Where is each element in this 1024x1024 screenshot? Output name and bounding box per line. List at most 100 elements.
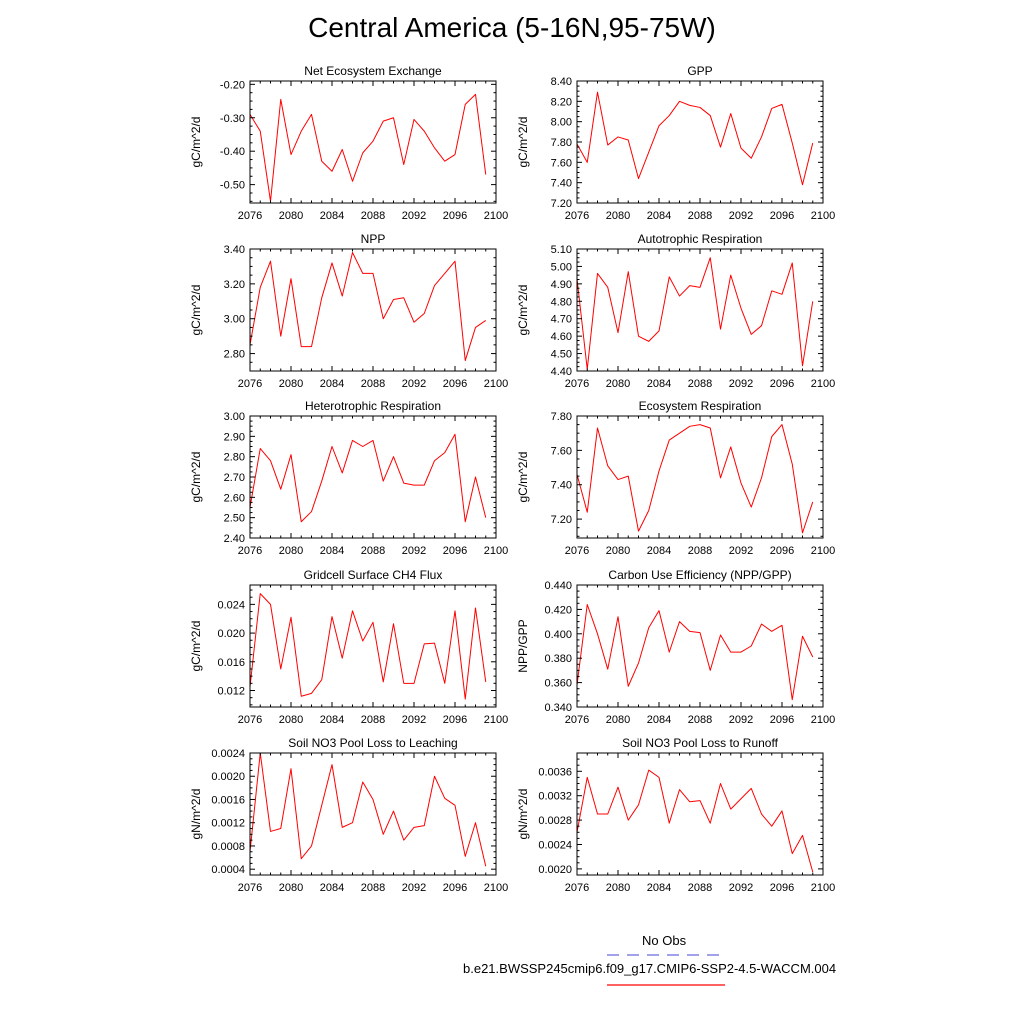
- x-tick-label: 2100: [811, 210, 835, 222]
- y-axis-label: gC/m^2/d: [189, 285, 203, 336]
- y-tick-label: 3.00: [224, 411, 245, 423]
- x-tick-label: 2100: [811, 545, 835, 557]
- x-tick-label: 2076: [565, 882, 589, 894]
- plot-frame: [576, 80, 824, 204]
- x-tick-label: 2076: [565, 714, 589, 726]
- y-tick-label: 0.0012: [211, 818, 245, 830]
- data-series-line: [576, 257, 814, 370]
- x-tick-label: 2088: [688, 882, 712, 894]
- y-tick-label: 3.00: [224, 314, 245, 326]
- x-tick-label: 2092: [402, 714, 426, 726]
- page-title: Central America (5-16N,95-75W): [308, 12, 716, 43]
- y-axis-label: gC/m^2/d: [189, 621, 203, 672]
- y-axis-label: gC/m^2/d: [189, 117, 203, 168]
- y-tick-label: 2.80: [224, 452, 245, 464]
- y-tick-label: 0.400: [544, 629, 572, 641]
- x-tick-label: 2100: [811, 882, 835, 894]
- x-tick-label: 2080: [279, 882, 303, 894]
- chart-title: Autotrophic Respiration: [638, 232, 763, 246]
- chart-panel: Soil NO3 Pool Loss to Runoff gN/m^2/d 2076…: [516, 736, 835, 894]
- y-tick-label: 0.0024: [538, 840, 572, 852]
- x-tick-label: 2084: [320, 714, 344, 726]
- y-axis-label: gN/m^2/d: [516, 789, 530, 840]
- y-axis-label: gC/m^2/d: [189, 452, 203, 503]
- x-tick-label: 2076: [238, 714, 262, 726]
- y-tick-label: 2.50: [224, 513, 245, 525]
- x-tick-label: 2100: [484, 210, 508, 222]
- x-tick-label: 2100: [811, 714, 835, 726]
- y-tick-label: 2.70: [224, 472, 245, 484]
- chart-panel: Carbon Use Efficiency (NPP/GPP) NPP/GPP 20…: [516, 568, 835, 726]
- x-tick-label: 2092: [729, 714, 753, 726]
- x-tick-label: 2096: [770, 882, 794, 894]
- y-tick-label: 0.360: [544, 678, 572, 690]
- chart-panel: Autotrophic Respiration gC/m^2/d 2076 2080 2…: [516, 232, 835, 390]
- y-tick-label: 0.420: [544, 604, 572, 616]
- y-tick-label: 7.80: [551, 411, 572, 423]
- chart-title: Heterotrophic Respiration: [305, 399, 441, 413]
- data-series-line: [576, 604, 814, 701]
- chart-panel: Soil NO3 Pool Loss to Leaching gN/m^2/d 20…: [189, 736, 508, 894]
- x-tick-label: 2080: [279, 378, 303, 390]
- x-tick-label: 2096: [770, 714, 794, 726]
- chart-panel: Gridcell Surface CH4 Flux gC/m^2/d 2076 208…: [189, 568, 508, 726]
- y-tick-label: 7.60: [551, 157, 572, 169]
- legend-swatches: [607, 954, 727, 986]
- y-tick-label: 0.024: [217, 599, 245, 611]
- y-tick-label: 4.40: [551, 366, 572, 378]
- x-tick-label: 2076: [238, 378, 262, 390]
- y-tick-label: 0.0004: [211, 864, 245, 876]
- x-tick-label: 2092: [729, 882, 753, 894]
- x-tick-label: 2084: [320, 378, 344, 390]
- x-tick-label: 2092: [402, 210, 426, 222]
- x-tick-label: 2080: [606, 882, 630, 894]
- data-series-line: [249, 251, 487, 362]
- chart-panel: Ecosystem Respiration gC/m^2/d 2076 2080 208…: [516, 399, 835, 557]
- y-tick-label: 5.00: [551, 261, 572, 273]
- y-axis-label: NPP/GPP: [516, 619, 530, 672]
- y-tick-label: 0.020: [217, 628, 245, 640]
- y-tick-label: 7.60: [551, 445, 572, 457]
- y-tick-label: 4.90: [551, 279, 572, 291]
- x-tick-label: 2084: [320, 210, 344, 222]
- x-tick-label: 2096: [770, 210, 794, 222]
- y-tick-label: -0.20: [220, 79, 245, 91]
- chart-panel: Heterotrophic Respiration gC/m^2/d 2076 208…: [189, 399, 508, 557]
- x-tick-label: 2076: [238, 210, 262, 222]
- chart-title: Gridcell Surface CH4 Flux: [304, 568, 443, 582]
- y-tick-label: 7.80: [551, 137, 572, 149]
- chart-title: Ecosystem Respiration: [639, 399, 762, 413]
- x-tick-label: 2088: [361, 714, 385, 726]
- x-tick-label: 2092: [402, 545, 426, 557]
- y-tick-label: 7.20: [551, 198, 572, 210]
- x-tick-label: 2080: [279, 714, 303, 726]
- chart-title: GPP: [687, 64, 712, 78]
- x-tick-label: 2092: [729, 210, 753, 222]
- x-tick-label: 2080: [606, 545, 630, 557]
- y-tick-label: 8.40: [551, 76, 572, 88]
- y-tick-label: 3.40: [224, 244, 245, 256]
- x-tick-label: 2084: [647, 714, 671, 726]
- y-tick-label: 0.340: [544, 702, 572, 714]
- x-tick-label: 2096: [770, 545, 794, 557]
- x-tick-label: 2092: [402, 882, 426, 894]
- data-series-line: [249, 593, 487, 700]
- x-tick-label: 2100: [484, 882, 508, 894]
- y-axis-label: gC/m^2/d: [516, 117, 530, 168]
- x-tick-label: 2080: [606, 714, 630, 726]
- plot-frame: [249, 752, 497, 876]
- y-tick-label: 0.380: [544, 653, 572, 665]
- chart-title: Carbon Use Efficiency (NPP/GPP): [608, 568, 791, 582]
- chart-title: Soil NO3 Pool Loss to Runoff: [622, 736, 779, 750]
- x-tick-label: 2100: [484, 378, 508, 390]
- y-tick-label: 4.60: [551, 331, 572, 343]
- x-tick-label: 2096: [443, 882, 467, 894]
- y-tick-label: 0.0020: [211, 771, 245, 783]
- x-tick-label: 2100: [811, 378, 835, 390]
- y-tick-label: 0.012: [217, 685, 245, 697]
- x-tick-label: 2088: [361, 882, 385, 894]
- x-tick-label: 2076: [565, 210, 589, 222]
- y-tick-label: 4.50: [551, 349, 572, 361]
- y-tick-label: 0.0028: [538, 815, 572, 827]
- y-tick-label: 0.440: [544, 580, 572, 592]
